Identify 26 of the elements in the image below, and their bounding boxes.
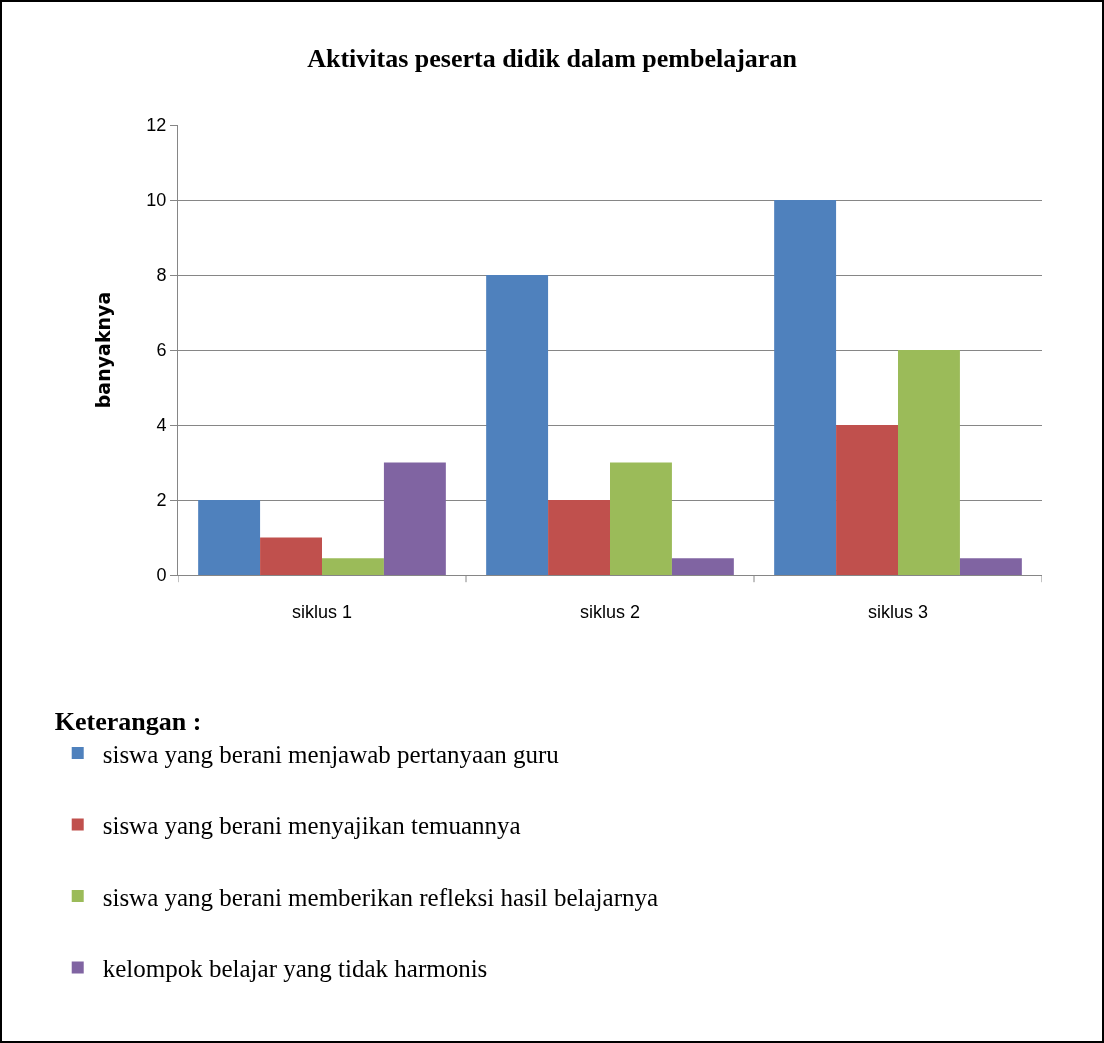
y-tick-label: 2 bbox=[156, 490, 167, 511]
legend-label: siswa yang berani menjawab pertanyaan guru bbox=[102, 740, 560, 768]
bar bbox=[486, 275, 549, 575]
y-tick-label: 10 bbox=[146, 190, 167, 211]
bar bbox=[610, 462, 672, 575]
bar bbox=[383, 462, 446, 575]
y-axis-title: banyaknya bbox=[92, 291, 115, 409]
bar bbox=[260, 537, 322, 575]
y-tick-label: 4 bbox=[156, 415, 167, 436]
chart-title: Aktivitas peserta didik dalam pembelajaran bbox=[307, 43, 798, 73]
x-tick-label: siklus 1 bbox=[291, 601, 353, 622]
legend-label: siswa yang berani menyajikan temuannya bbox=[102, 812, 521, 840]
y-tick-label: 8 bbox=[156, 265, 167, 286]
legend-label: siswa yang berani memberikan refleksi hasil belajarnya bbox=[102, 883, 659, 911]
bar bbox=[898, 350, 960, 575]
bar bbox=[548, 500, 610, 575]
legend-label: kelompok belajar yang tidak harmonis bbox=[102, 955, 488, 983]
bar bbox=[836, 425, 898, 575]
legend-title: Keterangan : bbox=[54, 707, 202, 737]
bar bbox=[198, 500, 261, 575]
y-tick-label: 0 bbox=[156, 565, 167, 586]
x-tick-label: siklus 2 bbox=[579, 601, 641, 622]
bar bbox=[774, 200, 837, 575]
x-tick-label: siklus 3 bbox=[867, 601, 929, 622]
y-tick-label: 12 bbox=[146, 115, 167, 136]
y-tick-label: 6 bbox=[156, 340, 167, 361]
